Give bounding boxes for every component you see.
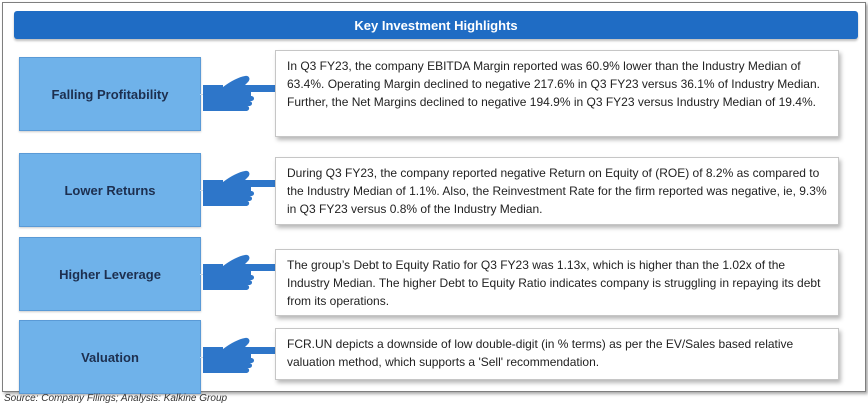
text-valuation: FCR.UN depicts a downside of low double-…	[275, 328, 839, 380]
pointing-hand-icon	[203, 337, 282, 373]
label-lower-returns: Lower Returns	[19, 153, 222, 227]
text-higher-leverage: The group’s Debt to Equity Ratio for Q3 …	[275, 249, 839, 316]
page-title: Key Investment Highlights	[14, 11, 858, 39]
pointing-hand-icon	[203, 75, 282, 111]
pointing-hand-icon	[203, 170, 282, 206]
label-falling-profitability: Falling Profitability	[19, 57, 222, 131]
text-falling-profitability: In Q3 FY23, the company EBITDA Margin re…	[275, 50, 839, 137]
pointing-hand-icon	[203, 254, 282, 290]
label-higher-leverage: Higher Leverage	[19, 237, 222, 311]
label-valuation: Valuation	[19, 320, 222, 394]
source-note: Source: Company Filings; Analysis: Kalki…	[4, 393, 228, 404]
text-lower-returns: During Q3 FY23, the company reported neg…	[275, 157, 839, 225]
